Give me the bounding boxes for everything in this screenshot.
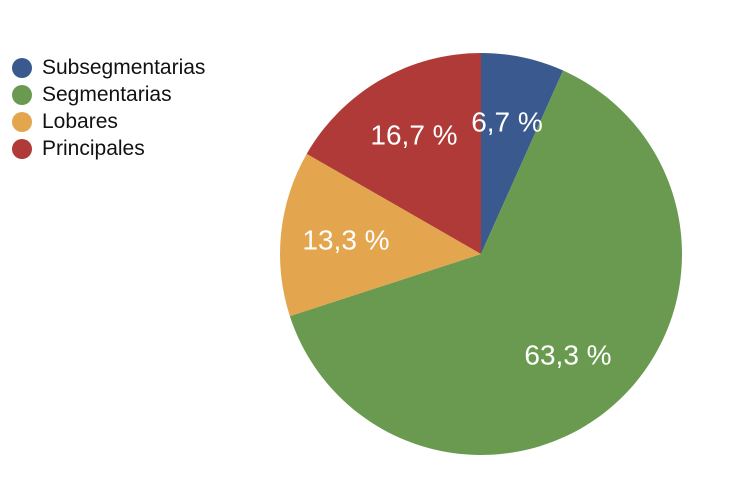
legend-label: Subsegmentarias — [42, 56, 206, 79]
legend-item-segmentarias: Segmentarias — [12, 81, 205, 108]
legend-swatch — [12, 111, 32, 132]
legend-label: Lobares — [42, 110, 118, 133]
chart-legend: Subsegmentarias Segmentarias Lobares Pri… — [12, 54, 205, 162]
legend-swatch — [12, 84, 32, 105]
legend-swatch — [12, 57, 32, 78]
legend-item-subsegmentarias: Subsegmentarias — [12, 54, 205, 81]
legend-label: Segmentarias — [42, 83, 172, 106]
pie-slice-subsegmentarias — [481, 53, 564, 254]
legend-item-lobares: Lobares — [12, 108, 205, 135]
pie-slice-segmentarias — [289, 70, 682, 455]
slice-data-label: 63,3 % — [524, 339, 611, 370]
legend-item-principales: Principales — [12, 135, 205, 162]
slice-data-label: 13,3 % — [302, 224, 389, 255]
legend-label: Principales — [42, 137, 145, 160]
slice-data-label: 6,7 % — [471, 106, 543, 137]
legend-swatch — [12, 138, 32, 159]
pie-slice-lobares — [280, 153, 481, 317]
slice-data-label: 16,7 % — [370, 119, 457, 150]
pie-slice-principales — [306, 53, 481, 254]
